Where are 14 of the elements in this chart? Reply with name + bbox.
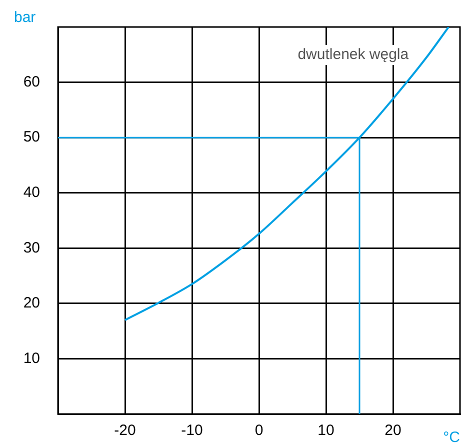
y-tick-label: 30	[23, 239, 40, 256]
y-tick-label: 60	[23, 73, 40, 90]
x-tick-label: -20	[114, 422, 136, 440]
x-tick-label: 0	[254, 422, 264, 440]
y-tick-label: 50	[23, 128, 40, 146]
y-axis-title: bar	[14, 9, 36, 26]
y-tick-label: 10	[23, 350, 40, 367]
y-tick-label: 20	[23, 294, 40, 312]
x-axis-title: °C	[443, 429, 460, 446]
x-tick-label: -10	[181, 422, 203, 440]
x-tick-label: 10	[318, 422, 334, 440]
series-label: dwutlenek węgla	[298, 46, 410, 64]
x-tick-label: 20	[384, 422, 402, 440]
y-tick-label: 40	[23, 184, 40, 201]
